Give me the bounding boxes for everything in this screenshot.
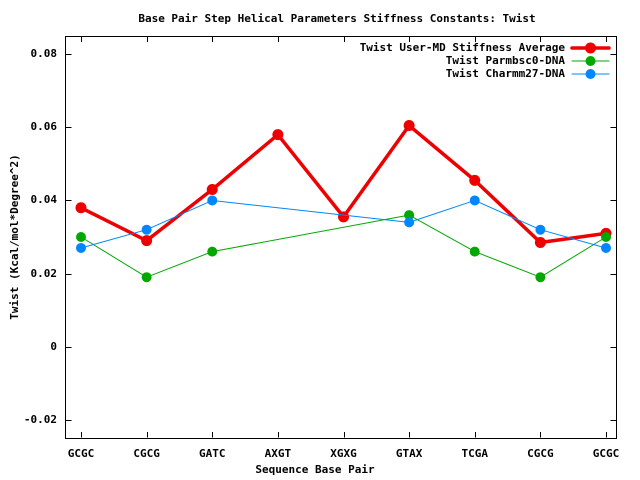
series-marker-0 [272, 129, 284, 141]
series-marker-1 [404, 210, 415, 221]
chart-title: Base Pair Step Helical Parameters Stiffn… [138, 12, 536, 25]
series-marker-2 [76, 242, 86, 253]
series-marker-1 [601, 232, 611, 242]
series-marker-0 [403, 120, 415, 132]
y-tick-label: -0.02 [23, 412, 57, 426]
series-marker-0 [75, 202, 87, 214]
x-tick-label: TCGA [461, 447, 489, 460]
series-marker-2 [141, 224, 152, 235]
y-tick-label: 0.04 [30, 193, 58, 207]
series-marker-1 [469, 246, 480, 257]
series-marker-1 [76, 232, 86, 242]
legend-label: Twist Parmbsc0-DNA [445, 54, 565, 67]
y-tick-label: 0.08 [30, 47, 58, 61]
series-line-0 [79, 123, 608, 245]
x-tick-label: CGCG [133, 447, 160, 460]
x-tick-label: GCGC [592, 447, 620, 460]
legend-sample-marker-1 [585, 56, 596, 66]
x-tick-label: XGXG [330, 447, 357, 460]
x-tick-label: CGCG [527, 447, 554, 460]
series-marker-2 [469, 195, 480, 206]
x-tick-label: GCGC [67, 447, 95, 460]
y-tick-label: 0.06 [30, 120, 58, 134]
series-marker-0 [141, 235, 153, 247]
series-marker-2 [535, 224, 546, 235]
series-marker-0 [534, 236, 546, 248]
y-tick-label: 0 [50, 339, 57, 353]
series-line-2 [80, 199, 607, 249]
series-marker-0 [206, 183, 218, 195]
legend-sample-marker-0 [585, 42, 596, 54]
x-tick-label: GATC [199, 447, 226, 460]
series-marker-0 [469, 174, 481, 186]
plot-border [65, 36, 617, 439]
series-marker-2 [601, 242, 611, 253]
series-marker-0 [338, 211, 349, 223]
x-axis-label: Sequence Base Pair [255, 463, 375, 476]
legend-label: Twist Charmm27-DNA [445, 67, 565, 80]
series-line-1 [80, 214, 607, 278]
series-marker-2 [207, 195, 218, 206]
series-marker-2 [404, 217, 415, 228]
series-marker-1 [141, 272, 152, 283]
x-tick-label: AXGT [264, 447, 292, 460]
x-tick-label: GTAX [395, 447, 423, 460]
series-marker-1 [207, 246, 218, 257]
legend-label: Twist User-MD Stiffness Average [359, 41, 565, 54]
legend-sample-marker-2 [585, 69, 596, 79]
y-tick-label: 0.02 [30, 266, 58, 280]
series-marker-1 [535, 272, 546, 283]
